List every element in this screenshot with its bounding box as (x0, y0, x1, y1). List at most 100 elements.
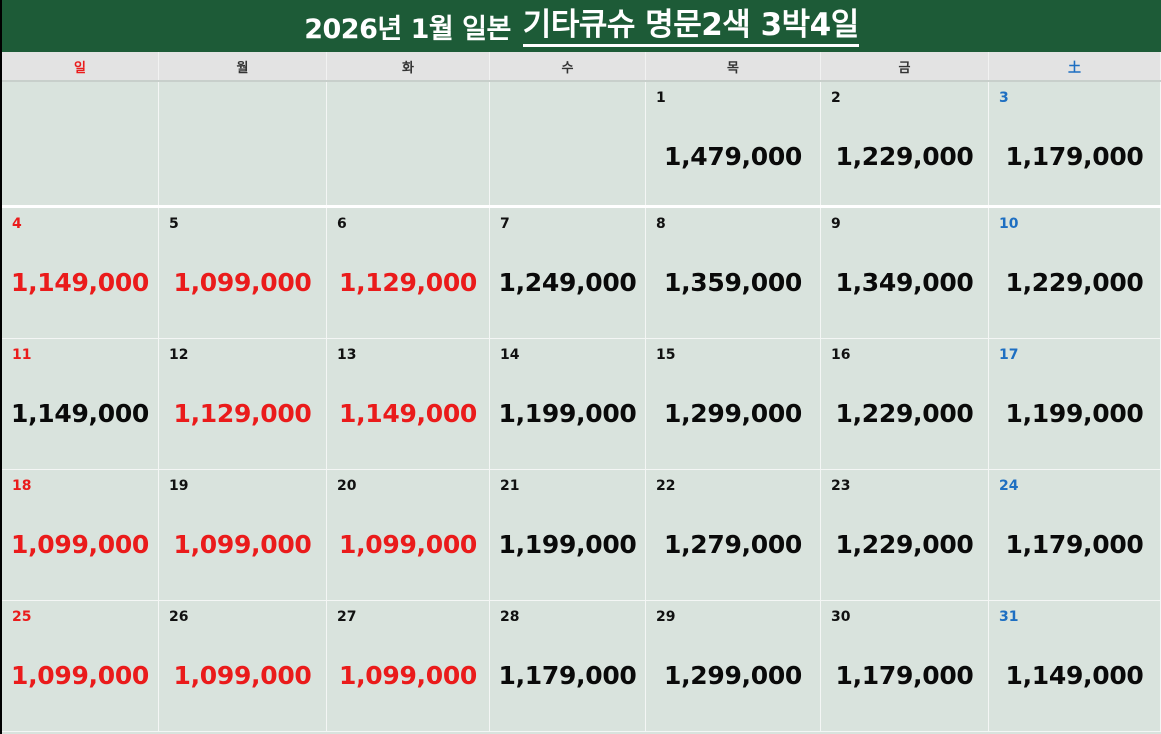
day-number: 24 (999, 478, 1019, 494)
tour-price: 1,479,000 (663, 142, 803, 171)
day-cell-12[interactable]: 12 1,129,000 (159, 339, 327, 469)
day-number: 10 (999, 216, 1019, 232)
day-cell-18[interactable]: 18 1,099,000 (2, 470, 159, 600)
tour-price: 1,299,000 (663, 661, 803, 690)
day-number: 15 (656, 347, 676, 363)
tour-price: 1,299,000 (663, 399, 803, 428)
tour-price: 1,349,000 (835, 268, 974, 297)
day-number: 5 (169, 216, 179, 232)
day-cell-5[interactable]: 5 1,099,000 (159, 208, 327, 338)
calendar-grid: 1 1,479,000 2 1,229,000 3 1,179,000 4 1,149,000… (2, 82, 1161, 732)
day-cell-11[interactable]: 11 1,149,000 (2, 339, 159, 469)
weekday-sat: 土 (989, 52, 1161, 80)
day-cell-19[interactable]: 19 1,099,000 (159, 470, 327, 600)
day-cell-3[interactable]: 3 1,179,000 (989, 82, 1161, 205)
tour-price: 1,359,000 (663, 268, 803, 297)
title-prefix: 2026년 1월 일본 (304, 13, 511, 45)
day-cell-22[interactable]: 22 1,279,000 (646, 470, 821, 600)
tour-price: 1,099,000 (10, 530, 150, 559)
day-number: 31 (999, 609, 1019, 625)
tour-price: 1,099,000 (10, 661, 150, 690)
tour-price: 1,099,000 (173, 661, 312, 690)
day-number: 20 (337, 478, 357, 494)
day-number: 23 (831, 478, 851, 494)
day-number: 9 (831, 216, 841, 232)
day-cell-9[interactable]: 9 1,349,000 (821, 208, 989, 338)
calendar-week-row: 4 1,149,000 5 1,099,000 6 1,129,000 7 1,249,000… (2, 208, 1161, 339)
day-cell-1[interactable]: 1 1,479,000 (646, 82, 821, 205)
day-number: 2 (831, 90, 841, 106)
tour-price: 1,099,000 (173, 530, 312, 559)
day-cell-2[interactable]: 2 1,229,000 (821, 82, 989, 205)
day-cell-29[interactable]: 29 1,299,000 (646, 601, 821, 731)
day-cell-15[interactable]: 15 1,299,000 (646, 339, 821, 469)
day-cell-23[interactable]: 23 1,229,000 (821, 470, 989, 600)
day-cell-17[interactable]: 17 1,199,000 (989, 339, 1161, 469)
tour-price: 1,129,000 (173, 399, 312, 428)
day-cell-13[interactable]: 13 1,149,000 (327, 339, 490, 469)
day-number: 8 (656, 216, 666, 232)
day-cell-4[interactable]: 4 1,149,000 (2, 208, 159, 338)
day-cell-24[interactable]: 24 1,179,000 (989, 470, 1161, 600)
day-cell-6[interactable]: 6 1,129,000 (327, 208, 490, 338)
calendar-week-row: 11 1,149,000 12 1,129,000 13 1,149,000 14 1,199… (2, 339, 1161, 470)
day-number: 14 (500, 347, 520, 363)
day-cell-30[interactable]: 30 1,179,000 (821, 601, 989, 731)
day-number: 21 (500, 478, 520, 494)
title-main: 기타큐슈 명문2색 3박4일 (522, 6, 859, 47)
weekday-sun: 일 (2, 52, 159, 80)
day-cell-27[interactable]: 27 1,099,000 (327, 601, 490, 731)
day-cell-21[interactable]: 21 1,199,000 (490, 470, 646, 600)
tour-price: 1,149,000 (10, 268, 150, 297)
day-cell-16[interactable]: 16 1,229,000 (821, 339, 989, 469)
calendar-week-row: 18 1,099,000 19 1,099,000 20 1,099,000 21 1,199… (2, 470, 1161, 601)
day-number: 27 (337, 609, 357, 625)
day-cell-31[interactable]: 31 1,149,000 (989, 601, 1161, 731)
day-cell-7[interactable]: 7 1,249,000 (490, 208, 646, 338)
tour-price: 1,099,000 (338, 530, 478, 559)
day-number: 19 (169, 478, 189, 494)
day-cell-26[interactable]: 26 1,099,000 (159, 601, 327, 731)
empty-day-cell (2, 82, 159, 205)
tour-price: 1,149,000 (338, 399, 478, 428)
day-number: 13 (337, 347, 357, 363)
day-number: 30 (831, 609, 851, 625)
tour-price: 1,249,000 (498, 268, 637, 297)
weekday-tue: 화 (327, 52, 490, 80)
calendar-week-row: 1 1,479,000 2 1,229,000 3 1,179,000 (2, 82, 1161, 208)
day-cell-10[interactable]: 10 1,229,000 (989, 208, 1161, 338)
tour-price: 1,229,000 (1005, 268, 1144, 297)
day-number: 25 (12, 609, 32, 625)
day-number: 3 (999, 90, 1009, 106)
day-number: 22 (656, 478, 676, 494)
day-cell-8[interactable]: 8 1,359,000 (646, 208, 821, 338)
day-number: 29 (656, 609, 676, 625)
day-number: 6 (337, 216, 347, 232)
day-number: 4 (12, 216, 22, 232)
tour-price: 1,229,000 (835, 530, 974, 559)
tour-price: 1,149,000 (1005, 661, 1144, 690)
empty-day-cell (159, 82, 327, 205)
tour-price: 1,099,000 (173, 268, 312, 297)
weekday-fri: 금 (821, 52, 989, 80)
day-number: 18 (12, 478, 32, 494)
tour-price: 1,099,000 (338, 661, 478, 690)
day-number: 12 (169, 347, 189, 363)
weekday-thu: 목 (646, 52, 821, 80)
tour-price: 1,199,000 (1005, 399, 1144, 428)
tour-price: 1,199,000 (498, 530, 637, 559)
day-number: 11 (12, 347, 32, 363)
day-cell-28[interactable]: 28 1,179,000 (490, 601, 646, 731)
tour-price: 1,149,000 (10, 399, 150, 428)
day-number: 16 (831, 347, 851, 363)
day-number: 1 (656, 90, 666, 106)
day-cell-14[interactable]: 14 1,199,000 (490, 339, 646, 469)
tour-price: 1,229,000 (835, 399, 974, 428)
day-cell-20[interactable]: 20 1,099,000 (327, 470, 490, 600)
day-cell-25[interactable]: 25 1,099,000 (2, 601, 159, 731)
tour-price: 1,279,000 (663, 530, 803, 559)
tour-price: 1,199,000 (498, 399, 637, 428)
weekday-wed: 수 (490, 52, 646, 80)
